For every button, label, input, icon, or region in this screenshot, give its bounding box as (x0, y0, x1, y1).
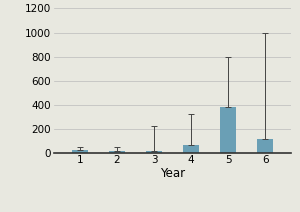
X-axis label: Year: Year (160, 167, 185, 180)
Bar (183, 145, 199, 153)
Bar (220, 107, 236, 153)
Bar (72, 150, 88, 153)
Bar (109, 151, 125, 153)
Bar (257, 139, 273, 153)
Bar (146, 151, 162, 153)
